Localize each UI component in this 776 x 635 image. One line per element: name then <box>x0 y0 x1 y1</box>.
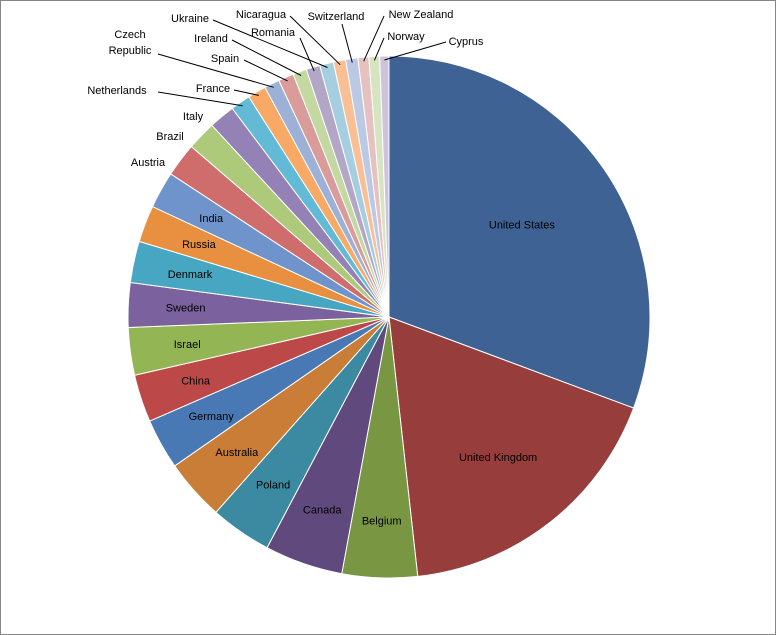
leader-line-romania <box>299 37 315 72</box>
slice-label-ukraine: Ukraine <box>171 13 209 25</box>
slice-label-ireland: Ireland <box>194 33 228 45</box>
slice-label-israel: Israel <box>174 339 201 351</box>
slice-label-france: France <box>196 83 230 95</box>
slice-label-china: China <box>181 376 211 388</box>
slice-label-india: India <box>199 213 224 225</box>
slice-label-germany: Germany <box>189 411 235 423</box>
leader-line-france <box>233 89 259 96</box>
leader-line-czech-republic <box>157 53 274 88</box>
slice-label-sweden: Sweden <box>166 303 206 315</box>
slice-label-canada: Canada <box>303 504 342 516</box>
slice-label-nicaragua: Nicaragua <box>236 9 287 21</box>
slice-label-netherlands: Netherlands <box>87 85 147 97</box>
leader-line-netherlands <box>157 91 243 107</box>
slice-label-norway: Norway <box>387 31 425 43</box>
slice-label-switzerland: Switzerland <box>308 11 365 23</box>
pie-slice-cyprus <box>379 55 390 318</box>
slice-label-belgium: Belgium <box>362 515 402 527</box>
leader-lines <box>157 15 447 107</box>
slice-label-australia: Australia <box>215 447 259 459</box>
pie-slices <box>127 55 651 579</box>
slice-label-new-zealand: New Zealand <box>389 9 454 21</box>
slice-label-italy: Italy <box>183 111 204 123</box>
slice-label-spain: Spain <box>211 53 239 65</box>
leader-line-spain <box>243 59 288 82</box>
leader-line-ireland <box>231 39 302 76</box>
slice-label-united-states: United States <box>489 220 556 232</box>
slice-label-romania: Romania <box>251 27 296 39</box>
slice-label-russia: Russia <box>182 239 217 251</box>
leader-line-cyprus <box>384 41 447 61</box>
leader-line-switzerland <box>341 23 353 63</box>
slice-labels: United States United Kingdom Belgium Canada… <box>87 9 555 527</box>
slice-label-cyprus: Cyprus <box>449 36 484 48</box>
slice-label-austria: Austria <box>131 157 166 169</box>
leader-line-norway <box>373 37 385 61</box>
leader-line-new-zealand <box>363 15 385 62</box>
leader-line-nicaragua <box>289 15 341 66</box>
slice-label-brazil: Brazil <box>156 131 184 143</box>
leader-line-ukraine <box>212 19 328 68</box>
slice-label-united-kingdom: United Kingdom <box>459 452 537 464</box>
pie-slice-united-kingdom <box>388 316 635 577</box>
slice-label-denmark: Denmark <box>168 269 213 281</box>
slice-label-poland: Poland <box>256 479 290 491</box>
pie-slice-united-states <box>388 55 651 409</box>
slice-label-czech-republic: Czech Republic <box>109 29 152 57</box>
